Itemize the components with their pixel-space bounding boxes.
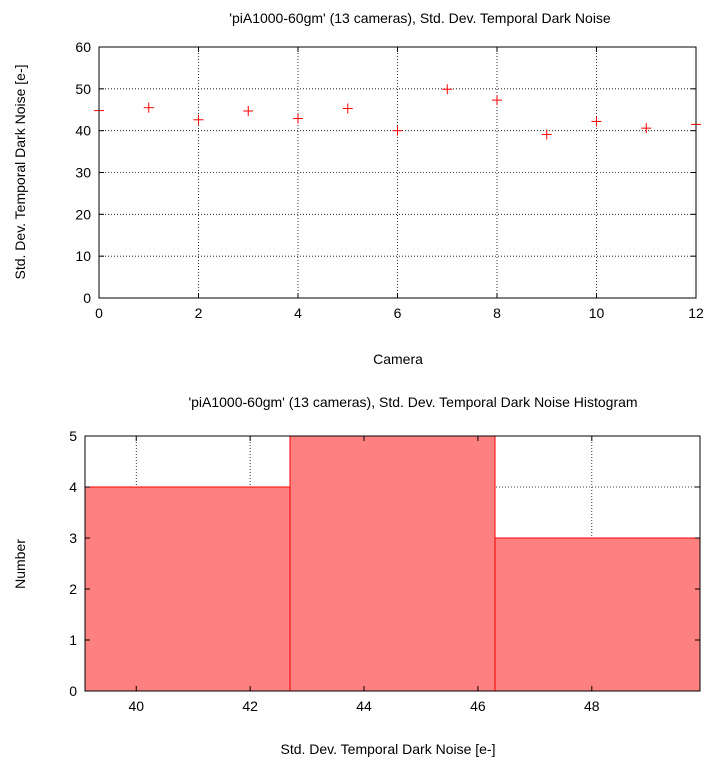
histogram-y-tick-label: 3 bbox=[69, 530, 77, 546]
histogram-plot-frame bbox=[84, 435, 701, 692]
scatter-ticks: 0 10 20 30 40 50 60 0 2 4 6 8 10 12 bbox=[75, 39, 704, 321]
scatter-y-tick-label: 40 bbox=[75, 123, 91, 139]
histogram-bars bbox=[84, 435, 701, 692]
histogram-y-tick-label: 4 bbox=[69, 479, 77, 495]
scatter-x-tick-label: 4 bbox=[294, 305, 302, 321]
histogram-x-axis-label: Std. Dev. Temporal Dark Noise [e-] bbox=[280, 741, 495, 757]
data-point bbox=[591, 116, 602, 127]
scatter-x-tick-label: 12 bbox=[688, 305, 704, 321]
histogram-chart: 'piA1000-60gm' (13 cameras), Std. Dev. T… bbox=[12, 394, 701, 757]
scatter-x-axis-label: Camera bbox=[373, 351, 423, 367]
scatter-grid bbox=[99, 47, 696, 298]
data-point bbox=[342, 103, 353, 114]
histogram-bar bbox=[289, 435, 496, 692]
data-point bbox=[641, 123, 652, 134]
scatter-chart: 'piA1000-60gm' (13 cameras), Std. Dev. T… bbox=[12, 10, 704, 367]
data-point bbox=[392, 125, 403, 136]
histogram-ticks: 0 1 2 3 4 5 40 42 44 46 48 bbox=[69, 428, 700, 714]
scatter-x-tick-label: 8 bbox=[493, 305, 501, 321]
data-point bbox=[541, 129, 552, 140]
data-point bbox=[492, 95, 502, 106]
scatter-y-axis-label: Std. Dev. Temporal Dark Noise [e-] bbox=[12, 64, 28, 279]
histogram-x-tick-label: 48 bbox=[584, 698, 600, 714]
scatter-plot-frame bbox=[98, 46, 697, 299]
scatter-y-tick-label: 30 bbox=[75, 165, 91, 181]
histogram-y-tick-label: 0 bbox=[69, 683, 77, 699]
histogram-x-tick-label: 40 bbox=[128, 698, 144, 714]
scatter-y-tick-label: 60 bbox=[75, 39, 91, 55]
histogram-y-axis-label: Number bbox=[12, 539, 28, 589]
histogram-y-tick-label: 5 bbox=[69, 428, 77, 444]
histogram-bar bbox=[494, 537, 701, 692]
data-point bbox=[293, 113, 303, 124]
scatter-y-tick-label: 20 bbox=[75, 206, 91, 222]
scatter-title: 'piA1000-60gm' (13 cameras), Std. Dev. T… bbox=[229, 10, 611, 26]
scatter-y-tick-label: 50 bbox=[75, 81, 91, 97]
histogram-x-tick-label: 42 bbox=[242, 698, 258, 714]
histogram-x-tick-label: 44 bbox=[356, 698, 372, 714]
scatter-x-tick-label: 0 bbox=[95, 305, 103, 321]
scatter-x-tick-label: 6 bbox=[394, 305, 402, 321]
data-point bbox=[193, 114, 204, 125]
scatter-y-tick-label: 10 bbox=[75, 248, 91, 264]
data-point bbox=[143, 102, 154, 113]
scatter-x-tick-label: 10 bbox=[589, 305, 605, 321]
histogram-y-tick-label: 2 bbox=[69, 581, 77, 597]
histogram-x-tick-label: 46 bbox=[470, 698, 486, 714]
histogram-title: 'piA1000-60gm' (13 cameras), Std. Dev. T… bbox=[188, 394, 637, 410]
data-point bbox=[442, 84, 453, 95]
histogram-bar bbox=[84, 486, 291, 692]
scatter-y-tick-label: 0 bbox=[83, 290, 91, 306]
histogram-y-tick-label: 1 bbox=[69, 632, 77, 648]
scatter-x-tick-label: 2 bbox=[195, 305, 203, 321]
data-point bbox=[243, 106, 254, 117]
